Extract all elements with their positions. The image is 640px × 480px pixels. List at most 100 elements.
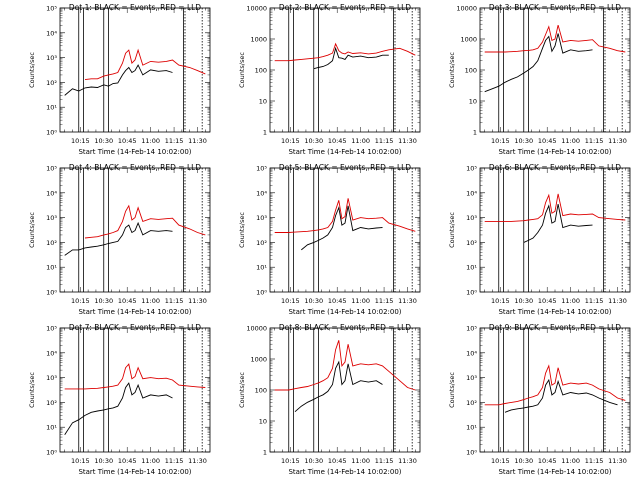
- x-axis-label: Start Time (14-Feb-14 10:02:00): [498, 308, 611, 316]
- x-tick-label: 10:45: [328, 137, 347, 145]
- x-tick-label: 11:30: [398, 457, 417, 465]
- y-axis-label: Counts/sec: [448, 212, 456, 248]
- series-events-line: [484, 33, 593, 93]
- x-tick-label: 11:15: [375, 457, 394, 465]
- y-tick-label: 10⁰: [466, 449, 477, 457]
- x-tick-label: 11:30: [188, 137, 207, 145]
- y-tick-label: 10²: [46, 239, 57, 247]
- y-tick-label: 10²: [466, 239, 477, 247]
- x-tick-label: 10:45: [118, 137, 137, 145]
- y-tick-label: 10³: [466, 374, 477, 382]
- chart-title: Det 7: BLACK = Events, RED = LLD: [69, 323, 201, 332]
- x-tick-label: 11:30: [608, 457, 627, 465]
- y-axis-label: Counts/sec: [238, 212, 246, 248]
- y-tick-label: 10²: [46, 79, 57, 87]
- x-tick-label: 10:15: [491, 297, 510, 305]
- y-tick-label: 10⁵: [466, 165, 477, 173]
- chart-title: Det 5: BLACK = Events, RED = LLD: [279, 163, 411, 172]
- x-tick-label: 10:45: [328, 297, 347, 305]
- x-tick-label: 11:15: [375, 137, 394, 145]
- y-tick-label: 10⁴: [466, 349, 477, 357]
- y-tick-label: 100: [255, 387, 267, 395]
- y-tick-label: 1000: [250, 356, 267, 364]
- series-events-line: [523, 204, 593, 243]
- x-tick-label: 11:00: [561, 297, 580, 305]
- x-tick-label: 10:15: [71, 457, 90, 465]
- x-tick-label: 10:30: [94, 297, 113, 305]
- y-axis-label: Counts/sec: [448, 372, 456, 408]
- series-lld-line: [484, 364, 626, 406]
- plot-frame: [479, 7, 631, 133]
- series-events-line: [504, 378, 618, 413]
- y-tick-label: 10¹: [46, 264, 57, 272]
- plot-frame: [269, 327, 421, 453]
- y-tick-label: 10⁵: [256, 165, 267, 173]
- x-tick-label: 11:15: [165, 297, 184, 305]
- plot-frame: [479, 327, 631, 453]
- y-tick-label: 10³: [46, 54, 57, 62]
- x-tick-label: 10:45: [538, 297, 557, 305]
- chart-panel: Det 2: BLACK = Events, RED = LLD Counts/s…: [238, 3, 421, 156]
- y-tick-label: 10⁰: [466, 289, 477, 297]
- x-tick-label: 11:00: [561, 457, 580, 465]
- x-tick-label: 11:15: [585, 137, 604, 145]
- x-tick-label: 11:00: [141, 297, 160, 305]
- x-axis-label: Start Time (14-Feb-14 10:02:00): [288, 308, 401, 316]
- y-tick-label: 10: [259, 98, 267, 106]
- series-events-line: [313, 46, 389, 70]
- x-tick-label: 11:30: [188, 457, 207, 465]
- y-tick-label: 10⁰: [46, 129, 57, 137]
- y-tick-label: 10⁵: [46, 325, 57, 333]
- y-axis-label: Counts/sec: [238, 372, 246, 408]
- x-tick-label: 10:15: [71, 297, 90, 305]
- chart-panel: Det 1: BLACK = Events, RED = LLD Counts/s…: [28, 3, 211, 156]
- series-lld-line: [484, 193, 626, 222]
- y-tick-label: 10⁵: [46, 165, 57, 173]
- chart-panel: Det 4: BLACK = Events, RED = LLD Counts/s…: [28, 163, 211, 316]
- y-tick-label: 10⁴: [46, 349, 57, 357]
- y-tick-label: 10⁴: [46, 29, 57, 37]
- chart-panel: Det 9: BLACK = Events, RED = LLD Counts/s…: [448, 323, 631, 476]
- series-lld-line: [84, 204, 206, 239]
- y-tick-label: 10²: [46, 399, 57, 407]
- plot-frame: [59, 327, 211, 453]
- x-tick-label: 11:00: [351, 297, 370, 305]
- x-tick-label: 10:30: [514, 137, 533, 145]
- chart-panel: Det 7: BLACK = Events, RED = LLD Counts/s…: [28, 323, 211, 476]
- x-tick-label: 11:15: [165, 137, 184, 145]
- y-tick-label: 10⁰: [46, 449, 57, 457]
- x-axis-label: Start Time (14-Feb-14 10:02:00): [78, 148, 191, 156]
- y-tick-label: 10000: [246, 325, 267, 333]
- series-lld-line: [274, 198, 416, 233]
- x-tick-label: 10:15: [491, 137, 510, 145]
- series-events-line: [294, 360, 383, 413]
- y-tick-label: 1: [473, 129, 477, 137]
- chart-panel: Det 6: BLACK = Events, RED = LLD Counts/s…: [448, 163, 631, 316]
- y-tick-label: 10⁴: [256, 189, 267, 197]
- y-tick-label: 10000: [456, 5, 477, 13]
- chart-title: Det 1: BLACK = Events, RED = LLD: [69, 3, 201, 12]
- x-tick-label: 11:00: [351, 457, 370, 465]
- x-tick-label: 11:30: [398, 297, 417, 305]
- x-axis-label: Start Time (14-Feb-14 10:02:00): [288, 148, 401, 156]
- y-tick-label: 10⁴: [466, 189, 477, 197]
- y-axis-label: Counts/sec: [238, 52, 246, 88]
- x-tick-label: 10:30: [514, 297, 533, 305]
- y-tick-label: 10⁰: [256, 289, 267, 297]
- series-lld-line: [84, 48, 206, 81]
- x-tick-label: 11:15: [585, 457, 604, 465]
- y-tick-label: 10: [469, 98, 477, 106]
- series-lld-line: [64, 363, 206, 390]
- series-events-line: [64, 221, 173, 256]
- y-tick-label: 1000: [460, 36, 477, 44]
- series-events-line: [301, 205, 383, 251]
- x-tick-label: 10:30: [304, 137, 323, 145]
- x-tick-label: 10:15: [281, 297, 300, 305]
- x-tick-label: 10:45: [538, 457, 557, 465]
- chart-title: Det 8: BLACK = Events, RED = LLD: [279, 323, 411, 332]
- chart-title: Det 6: BLACK = Events, RED = LLD: [489, 163, 621, 172]
- chart-panel: Det 3: BLACK = Events, RED = LLD Counts/s…: [448, 3, 631, 156]
- x-axis-label: Start Time (14-Feb-14 10:02:00): [78, 468, 191, 476]
- x-tick-label: 10:45: [118, 457, 137, 465]
